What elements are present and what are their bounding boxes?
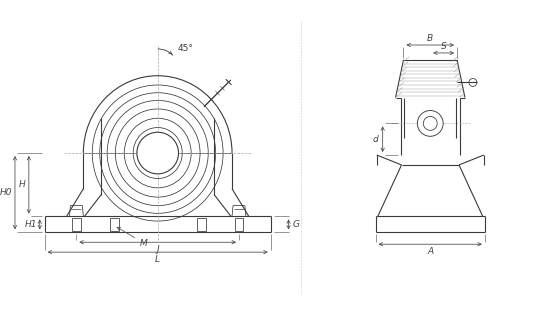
Text: A: A	[427, 247, 433, 256]
Circle shape	[137, 132, 179, 174]
Text: H1: H1	[25, 220, 37, 229]
Text: L: L	[155, 255, 160, 264]
Text: H0: H0	[0, 188, 12, 197]
Text: M: M	[117, 227, 148, 248]
Bar	[197, 218, 206, 231]
Bar	[235, 218, 243, 231]
Circle shape	[417, 111, 443, 136]
Text: B: B	[427, 34, 433, 43]
Text: J: J	[157, 245, 159, 254]
Text: 45°: 45°	[178, 44, 193, 54]
Text: H: H	[18, 180, 25, 189]
Text: G: G	[293, 220, 300, 229]
Bar	[110, 218, 118, 231]
Circle shape	[423, 117, 437, 130]
Text: d: d	[373, 135, 379, 144]
Text: S: S	[441, 43, 447, 51]
Bar	[72, 218, 81, 231]
